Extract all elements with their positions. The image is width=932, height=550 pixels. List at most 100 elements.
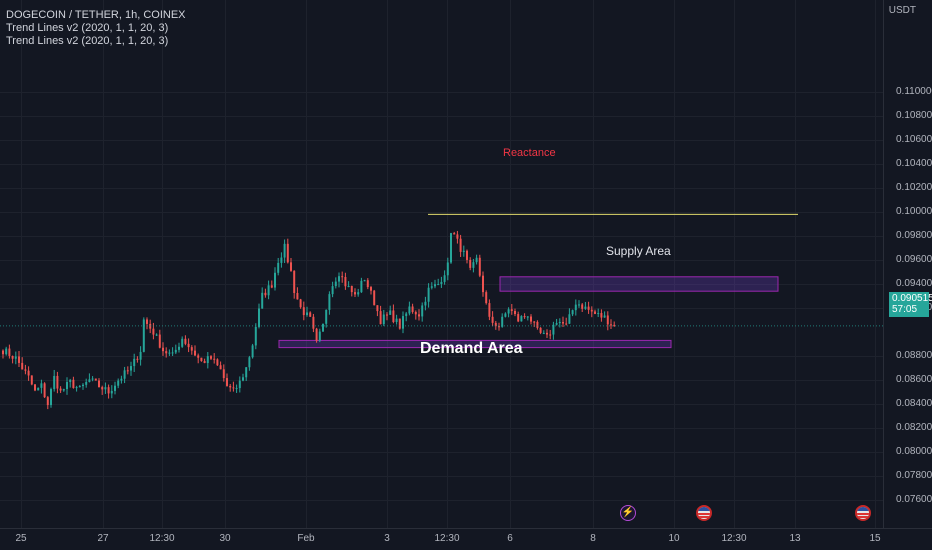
time-tick-label: 13 [789,533,801,544]
candle-body [152,328,155,335]
candle-body [421,305,424,317]
candle-body [2,350,4,355]
time-tick-label: 12:30 [149,533,175,544]
candle-body [69,379,72,383]
candle-body [552,324,555,335]
lightning-event-icon[interactable]: ⚡ [620,505,636,521]
candle-body [603,315,606,318]
candle-body [18,356,20,363]
symbol-title[interactable]: DOGECOIN / TETHER, 1h, COINEX [6,9,186,21]
candle-body [376,305,379,312]
time-tick-label: 27 [97,533,109,544]
candle-body [296,292,299,300]
candle-body [8,348,11,356]
indicator-legend-2[interactable]: Trend Lines v2 (2020, 1, 1, 20, 3) [6,35,169,47]
candle-body [437,284,440,286]
candle-body [120,378,123,381]
candle-body [558,322,561,324]
candle-body [91,378,94,380]
candle-body [504,313,507,317]
candle-body [606,315,609,325]
candle-body [165,351,168,354]
candle-body [424,301,427,306]
current-price-value: 0.090515 [892,293,932,304]
candle-body [328,294,331,310]
candle-body [59,388,62,391]
candle-body [485,292,488,304]
candle-body [350,285,353,293]
candle-body [469,259,472,268]
candle-body [242,377,244,381]
candle-body [302,307,305,316]
candle-body [520,316,523,322]
candle-body [318,331,321,341]
candle-body [360,280,363,293]
candle-body [290,262,292,271]
us-flag-event-icon[interactable] [696,505,712,521]
candle-body [5,348,8,355]
demand-zone-box[interactable] [278,339,672,349]
candle-body [312,316,315,329]
candle-body [542,332,545,334]
candle-body [478,257,481,276]
candle-body [402,316,404,329]
us-flag-event-icon[interactable] [855,505,871,521]
demand-zone-label: Demand Area [420,340,523,357]
candle-body [414,311,417,315]
candle-body [101,387,104,390]
time-tick-label: 25 [15,533,27,544]
candle-body [555,323,558,325]
candle-body [203,361,206,364]
candle-body [536,321,539,328]
candle-body [581,304,584,309]
candle-body [30,375,33,385]
candle-body [11,355,14,359]
candle-body [126,370,129,372]
candle-body [136,358,139,360]
candle-body [56,375,59,389]
current-price-tag: 0.090515 57:05 [889,292,932,317]
candle-body [72,379,75,388]
candle-body [299,299,302,308]
candle-body [184,338,187,344]
candle-body [254,326,257,346]
candle-body [392,310,395,323]
candle-body [174,349,177,353]
candle-body [398,318,401,329]
candle-body [418,314,420,317]
candle-body [306,312,308,316]
candle-body [280,257,283,263]
candle-body [94,378,97,381]
candle-body [232,387,235,389]
time-tick-label: 8 [590,533,596,544]
price-unit-label[interactable]: USDT [888,5,916,16]
candle-body [200,357,203,362]
candle-body [498,326,500,328]
candle-body [158,334,161,348]
candle-body [27,370,30,376]
candle-body [427,287,430,302]
candle-body [539,327,542,333]
candle-body [366,280,369,288]
supply-zone-box[interactable] [499,276,779,292]
candle-body [194,350,196,356]
resistance-label: Reactance [503,147,556,159]
candle-body [187,343,190,348]
candle-body [37,387,40,391]
candle-body [533,321,536,323]
time-tick-label: 12:30 [721,533,747,544]
candle-body [146,319,148,324]
candle-body [507,309,510,314]
candle-body [334,281,337,287]
candle-body [597,313,600,315]
candle-body [571,310,574,315]
candle-body [216,359,219,366]
candle-body [562,322,564,324]
indicator-legend-1[interactable]: Trend Lines v2 (2020, 1, 1, 20, 3) [6,22,169,34]
candle-body [514,310,516,315]
candle-body [226,378,228,386]
candle-body [510,309,513,311]
candle-body [213,358,216,360]
candle-body [411,306,414,312]
